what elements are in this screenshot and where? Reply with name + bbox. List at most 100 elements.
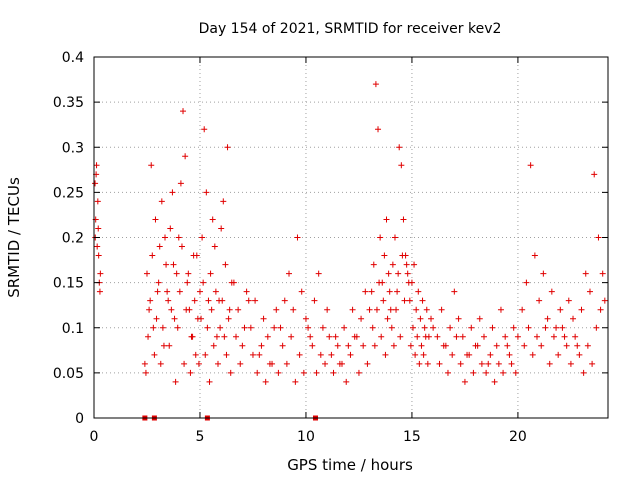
data-point	[334, 342, 341, 349]
data-point	[207, 270, 214, 277]
data-point	[156, 243, 163, 250]
data-point	[157, 360, 164, 367]
data-point	[597, 306, 604, 313]
data-point	[415, 288, 422, 295]
data-point	[461, 378, 468, 385]
data-point	[391, 234, 398, 241]
data-point	[409, 324, 416, 331]
x-tick-label: 5	[196, 429, 205, 445]
data-point	[548, 288, 555, 295]
data-point	[506, 351, 513, 358]
data-point	[345, 342, 352, 349]
data-point	[355, 369, 362, 376]
data-point	[591, 171, 598, 178]
data-point	[497, 306, 504, 313]
data-point	[390, 342, 397, 349]
data-point	[174, 324, 181, 331]
data-point	[599, 270, 606, 277]
data-point	[180, 108, 187, 115]
data-point	[397, 333, 404, 340]
data-point	[171, 315, 178, 322]
data-point	[567, 360, 574, 367]
data-point	[283, 360, 290, 367]
data-point	[372, 81, 379, 88]
data-point	[330, 369, 337, 376]
data-point	[92, 180, 99, 187]
data-point	[199, 234, 206, 241]
data-point	[578, 306, 585, 313]
data-point	[406, 297, 413, 304]
data-point	[417, 315, 424, 322]
data-point	[196, 288, 203, 295]
data-point	[404, 270, 411, 277]
data-point	[319, 324, 326, 331]
data-point	[206, 378, 213, 385]
data-point	[411, 261, 418, 268]
data-point	[164, 288, 171, 295]
data-point	[553, 324, 560, 331]
data-point	[247, 324, 254, 331]
data-point	[527, 162, 534, 169]
data-point	[538, 342, 545, 349]
data-point	[332, 333, 339, 340]
data-point	[159, 324, 166, 331]
data-point	[561, 333, 568, 340]
data-point	[495, 360, 502, 367]
x-tick-label: 20	[509, 429, 527, 445]
data-point	[149, 252, 156, 259]
data-point	[521, 342, 528, 349]
data-point	[557, 306, 564, 313]
data-point	[483, 369, 490, 376]
data-point	[311, 297, 318, 304]
data-point	[401, 297, 408, 304]
data-point	[428, 315, 435, 322]
data-point	[386, 288, 393, 295]
data-point	[444, 369, 451, 376]
data-point	[286, 270, 293, 277]
data-point	[208, 306, 215, 313]
data-point	[307, 333, 314, 340]
data-point	[141, 360, 148, 367]
data-point	[145, 333, 152, 340]
data-point	[423, 306, 430, 313]
y-tick-label: 0.4	[62, 50, 84, 66]
data-point	[235, 306, 242, 313]
data-point	[213, 333, 220, 340]
data-point	[302, 315, 309, 322]
data-point	[158, 198, 165, 205]
data-point	[168, 306, 175, 313]
data-point	[205, 297, 212, 304]
data-point	[279, 342, 286, 349]
data-point	[380, 297, 387, 304]
data-point	[184, 279, 191, 286]
data-point	[162, 234, 169, 241]
data-point	[170, 261, 177, 268]
y-tick-label: 0.3	[62, 140, 84, 156]
data-point	[173, 270, 180, 277]
data-point	[343, 378, 350, 385]
data-point	[466, 351, 473, 358]
data-point	[163, 261, 170, 268]
data-point	[375, 126, 382, 133]
data-point	[260, 315, 267, 322]
data-point	[416, 360, 423, 367]
data-point	[298, 288, 305, 295]
data-point	[288, 333, 295, 340]
data-point	[249, 351, 256, 358]
data-point	[154, 288, 161, 295]
data-point	[292, 378, 299, 385]
data-point	[317, 351, 324, 358]
data-point	[407, 342, 414, 349]
data-point	[256, 351, 263, 358]
data-point	[97, 270, 104, 277]
data-point	[455, 315, 462, 322]
data-point	[192, 351, 199, 358]
data-point	[491, 378, 498, 385]
data-point	[550, 333, 557, 340]
data-point	[262, 378, 269, 385]
data-point	[347, 351, 354, 358]
data-point	[512, 369, 519, 376]
data-point	[370, 261, 377, 268]
axis-ticks: 0 0.05 0.1 0.15 0.2 0.25 0.3 0.35 0.4 0 5 10 15 20	[53, 50, 608, 445]
data-point	[572, 333, 579, 340]
